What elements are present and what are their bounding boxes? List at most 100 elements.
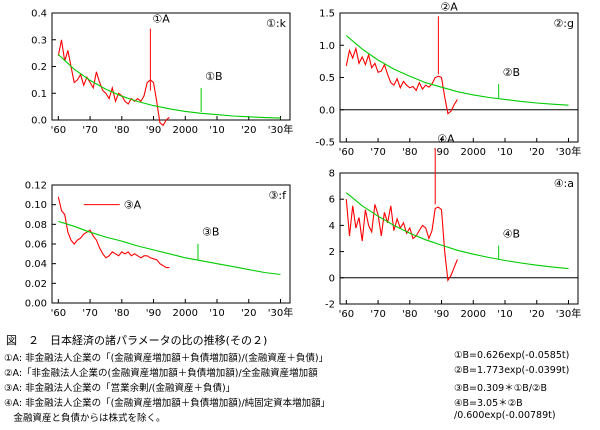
panel-label-g: ②:g <box>553 17 574 30</box>
x-tick-label: 2000 <box>461 309 486 320</box>
panel-label-f: ③:f <box>269 189 288 202</box>
y-tick-label: 0 <box>329 273 335 284</box>
y-tick-label: 0.08 <box>25 220 47 231</box>
y-tick-label: 0.06 <box>25 240 47 251</box>
y-tick-label: 0.3 <box>31 35 47 46</box>
x-tick-label: '10 <box>209 125 224 136</box>
annotation-label: ②B <box>503 66 520 79</box>
x-tick-label: '30年 <box>556 145 581 158</box>
x-tick-label: '20 <box>241 308 256 319</box>
figure-title: 図 ２ 日本経済の諸パラメータの比の推移(その２) <box>6 334 268 347</box>
plot-frame-g <box>339 12 579 143</box>
series-a-line-f <box>57 196 170 269</box>
y-tick-label: 0.12 <box>25 181 47 192</box>
formula-g: ②B=1.773exp(-0.0399t) <box>454 365 570 376</box>
x-tick-label: '80 <box>114 125 129 136</box>
x-tick-label: '70 <box>82 125 97 136</box>
x-tick-label: '10 <box>497 309 512 320</box>
series-b-line-g <box>345 35 569 106</box>
definition-g: ②A:「非金融法人企業の(金融資産増加額＋負債増加額)/全金融資産増加額 <box>4 368 318 379</box>
definition-a: ④A: 非金融法人企業の「(金融資産増加額＋負債増加額)/純固定資本増加額」 <box>4 398 331 409</box>
x-tick-label: '60 <box>339 147 354 158</box>
annotation-label: ②A <box>440 0 458 13</box>
x-tick-label: '70 <box>370 309 385 320</box>
formula-a-continued: /0.600exp(-0.00789t) <box>454 410 556 421</box>
annotation-label: ③B <box>202 226 219 239</box>
series-b-line-a <box>345 192 569 270</box>
series-b-line-k <box>57 54 281 119</box>
x-tick-label: '60 <box>51 308 66 319</box>
x-tick-label: '10 <box>209 308 224 319</box>
x-tick-label: '90 <box>146 125 161 136</box>
x-tick-label: '30年 <box>556 307 581 320</box>
panel-label-a: ④:a <box>554 177 574 190</box>
panel-k-chart: 0.4 0.3 0.2 0.1 0.0 '60 '70 '80 '90 2000 '10 '20 '30… <box>31 9 293 137</box>
legend-row-g: ②A:「非金融法人企業の(金融資産増加額＋負債増加額)/全金融資産増加額 ②B=… <box>0 365 600 380</box>
x-tick-label: '90 <box>146 308 161 319</box>
y-tick-label: 1.5 <box>319 9 335 20</box>
y-tick-label: 0.1 <box>31 89 47 100</box>
y-tick-label: 6 <box>329 195 335 206</box>
annotation-label: ④A <box>437 132 455 145</box>
y-tick-label: 2 <box>329 247 335 258</box>
x-tick-label: '90 <box>434 309 449 320</box>
y-tick-label: 0.4 <box>31 9 47 20</box>
x-tick-label: '20 <box>529 147 544 158</box>
panel-g-chart: 1.5 1.0 0.5 0.0 -0.5 '60 '70 '80 '90 2000 '10 '20 '3… <box>315 0 581 158</box>
y-tick-label: 0.0 <box>319 105 335 116</box>
x-tick-label: '20 <box>241 125 256 136</box>
x-tick-label: '10 <box>497 147 512 158</box>
definition-k: ①A: 非金融法人企業の「(金融資産増加額＋負債増加額)/(金融資産＋負債)」 <box>4 353 329 364</box>
x-tick-label: '80 <box>114 308 129 319</box>
series-a-line-a <box>345 199 458 283</box>
plot-frame-a <box>339 172 579 305</box>
y-tick-label: 0.10 <box>25 200 47 211</box>
x-tick-label: 2000 <box>461 147 486 158</box>
x-tick-label: '80 <box>402 147 417 158</box>
y-tick-label: -2 <box>325 300 335 311</box>
y-tick-label: 0.5 <box>319 73 335 84</box>
y-tick-label: 0.0 <box>31 116 47 127</box>
panel-a-chart: 8 6 4 2 0 -2 '60 '70 '80 '90 2000 '10 '20 '30年 ④:a ④A ④B <box>325 132 581 320</box>
x-tick-label: '80 <box>402 309 417 320</box>
x-tick-label: '60 <box>51 125 66 136</box>
y-tick-label: 0.00 <box>25 299 47 310</box>
plot-frame-f <box>51 184 291 304</box>
x-tick-label: '30年 <box>268 306 293 319</box>
x-tick-label: '90 <box>434 147 449 158</box>
figure-caption: 図 ２ 日本経済の諸パラメータの比の推移(その２) ①A: 非金融法人企業の「(… <box>0 330 600 430</box>
series-b-line-f <box>58 220 281 276</box>
y-tick-label: 8 <box>329 169 335 180</box>
series-a-line-g <box>345 46 458 115</box>
annotation-label: ①B <box>205 70 222 83</box>
plot-frame-k <box>51 12 291 121</box>
annotation-label: ④B <box>503 227 520 240</box>
caption-note-row: 金融資産と負債からは株式を除く。 /0.600exp(-0.00789t) <box>0 410 600 425</box>
legend-row-f: ③A: 非金融法人企業の「営業余剰/(金融資産＋負債)」 ③B=0.309＊①B… <box>0 380 600 395</box>
y-tick-label: 4 <box>329 221 335 232</box>
x-tick-label: '20 <box>529 309 544 320</box>
definition-f: ③A: 非金融法人企業の「営業余剰/(金融資産＋負債)」 <box>4 383 236 394</box>
x-tick-label: '70 <box>370 147 385 158</box>
annotation-label: ①A <box>152 13 170 26</box>
y-tick-label: -0.5 <box>315 138 335 149</box>
x-tick-label: '30年 <box>268 123 293 136</box>
y-tick-label: 0.02 <box>25 279 47 290</box>
caption-note: 金融資産と負債からは株式を除く。 <box>4 413 166 424</box>
x-tick-label: 2000 <box>173 125 198 136</box>
formula-f: ③B=0.309＊①B/②B <box>454 383 547 394</box>
legend-row-a: ④A: 非金融法人企業の「(金融資産増加額＋負債増加額)/純固定資本増加額」 ④… <box>0 395 600 410</box>
formula-k: ①B=0.626exp(-0.0585t) <box>454 350 570 361</box>
legend-row-k: ①A: 非金融法人企業の「(金融資産増加額＋負債増加額)/(金融資産＋負債)」 … <box>0 350 600 365</box>
y-tick-label: 0.2 <box>31 62 47 73</box>
annotation-label: ③A <box>124 199 142 212</box>
y-tick-label: 0.04 <box>25 259 47 270</box>
x-tick-label: '70 <box>82 308 97 319</box>
x-tick-label: 2000 <box>173 308 198 319</box>
x-tick-label: '60 <box>339 309 354 320</box>
panel-label-k: ①:k <box>266 17 287 30</box>
series-a-line-k <box>57 39 170 127</box>
panel-f-chart: 0.12 0.10 0.08 0.06 0.04 0.02 0.00 '60 '70 '80 '90… <box>25 181 293 320</box>
y-tick-label: 1.0 <box>319 41 335 52</box>
